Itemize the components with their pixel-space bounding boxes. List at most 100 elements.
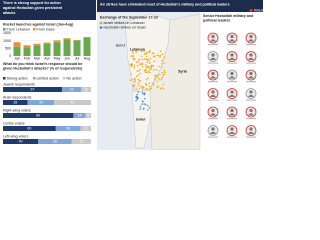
syria-shape — [149, 13, 201, 150]
legend-label: Hezbollah strikes on Israel — [104, 26, 146, 30]
strike-dot — [133, 85, 136, 87]
strike-dot — [141, 65, 144, 68]
strike-dot — [156, 80, 158, 83]
strike-dot — [129, 63, 132, 66]
leaders-title: Senior Hezbollah military and political l… — [203, 14, 253, 22]
leader-head — [230, 53, 234, 57]
leader-head — [211, 90, 215, 94]
strike-dot — [144, 71, 146, 73]
leader-head — [230, 71, 234, 76]
strike-dot — [136, 64, 139, 67]
legend-label: From Lebanon — [7, 28, 30, 32]
strike-dot — [164, 71, 166, 73]
strike-dot — [159, 50, 162, 52]
strike-dot — [130, 73, 132, 75]
legend-label: Israeli strikes on Lebanon — [104, 21, 145, 25]
leader-head — [230, 108, 234, 113]
strike-dot — [148, 106, 151, 109]
leader-body — [248, 113, 254, 116]
strike-dot — [157, 85, 160, 88]
leader-body — [229, 57, 235, 60]
strike-dot — [148, 62, 151, 65]
strike-dot — [135, 61, 138, 63]
leader-head — [211, 53, 215, 57]
bar-segment — [80, 126, 91, 131]
strike-dot — [131, 84, 134, 87]
map-legend-title: Exchange of fire September 17-23 — [100, 15, 158, 19]
bar-segment — [54, 100, 91, 105]
legend-label: No action — [67, 77, 82, 81]
value-label: 12 — [84, 127, 88, 131]
strike-dot — [161, 71, 163, 74]
strike-dot — [132, 50, 134, 52]
strike-dot — [131, 78, 133, 81]
strike-dot — [143, 50, 145, 53]
strike-dot — [163, 56, 166, 59]
strike-dot — [152, 82, 154, 84]
row-label: Jewish respondents — [3, 82, 35, 86]
value-label: 38 — [53, 140, 57, 144]
strike-dot — [137, 61, 140, 63]
strike-dot — [147, 104, 149, 107]
strike-dot — [147, 66, 149, 69]
leader-body — [229, 39, 235, 42]
bar — [23, 45, 31, 48]
x-tick-label: Jul — [75, 56, 80, 60]
strike-dot — [137, 74, 140, 76]
bar-segment — [3, 87, 62, 92]
bar — [13, 46, 21, 56]
value-label: 22 — [79, 140, 83, 144]
strike-dot — [163, 73, 166, 76]
legend-dot — [99, 21, 103, 25]
leader-body — [210, 94, 216, 97]
strike-dot — [152, 64, 155, 67]
x-tick-label: Jan — [14, 56, 20, 60]
bar-segment — [55, 126, 81, 131]
leader-body — [210, 131, 216, 134]
bar-segment — [3, 113, 74, 118]
leader-head — [249, 90, 253, 94]
leader-head — [249, 127, 253, 131]
strike-dot — [145, 66, 148, 69]
strike-dot — [135, 75, 138, 78]
strike-dot — [145, 64, 147, 66]
strike-dot — [130, 64, 133, 67]
strike-dot — [132, 54, 134, 57]
strike-dot — [154, 77, 157, 79]
strike-dot — [157, 54, 160, 57]
strike-dot — [153, 75, 156, 77]
value-label: 28 — [66, 127, 70, 131]
strike-dot — [145, 78, 148, 81]
legend-label: Strong action — [7, 77, 28, 81]
value-label: 30 — [39, 101, 43, 105]
strike-dot — [133, 64, 136, 67]
left-title: There is strong support for action agains… — [3, 1, 63, 15]
strike-dot — [149, 57, 152, 60]
strike-dot — [136, 93, 138, 96]
row-label: Arab respondents — [3, 95, 32, 99]
strike-dots — [129, 49, 166, 111]
legend-swatch — [3, 77, 6, 80]
strike-dot — [146, 59, 149, 61]
strike-dot — [148, 82, 151, 85]
strike-dot — [162, 83, 165, 86]
strike-dot — [153, 60, 155, 63]
strike-dot — [155, 74, 157, 77]
strike-dot — [148, 85, 151, 88]
strike-dot — [161, 65, 163, 68]
bar-segment — [73, 113, 86, 118]
killed-legend: Killed — [254, 8, 263, 12]
strike-dot — [151, 52, 154, 55]
strike-dot — [140, 85, 142, 88]
bar-segment — [3, 126, 56, 131]
row-label: Right-wing voters — [3, 108, 31, 112]
strike-dot — [163, 87, 165, 90]
leader-name — [227, 44, 237, 46]
strike-dot — [163, 62, 166, 64]
bar-segment — [81, 87, 91, 92]
strike-dot — [153, 69, 155, 71]
strike-dot — [144, 69, 147, 71]
leader-name — [208, 118, 218, 120]
strike-dot — [143, 103, 146, 105]
value-label: 14 — [78, 114, 82, 118]
